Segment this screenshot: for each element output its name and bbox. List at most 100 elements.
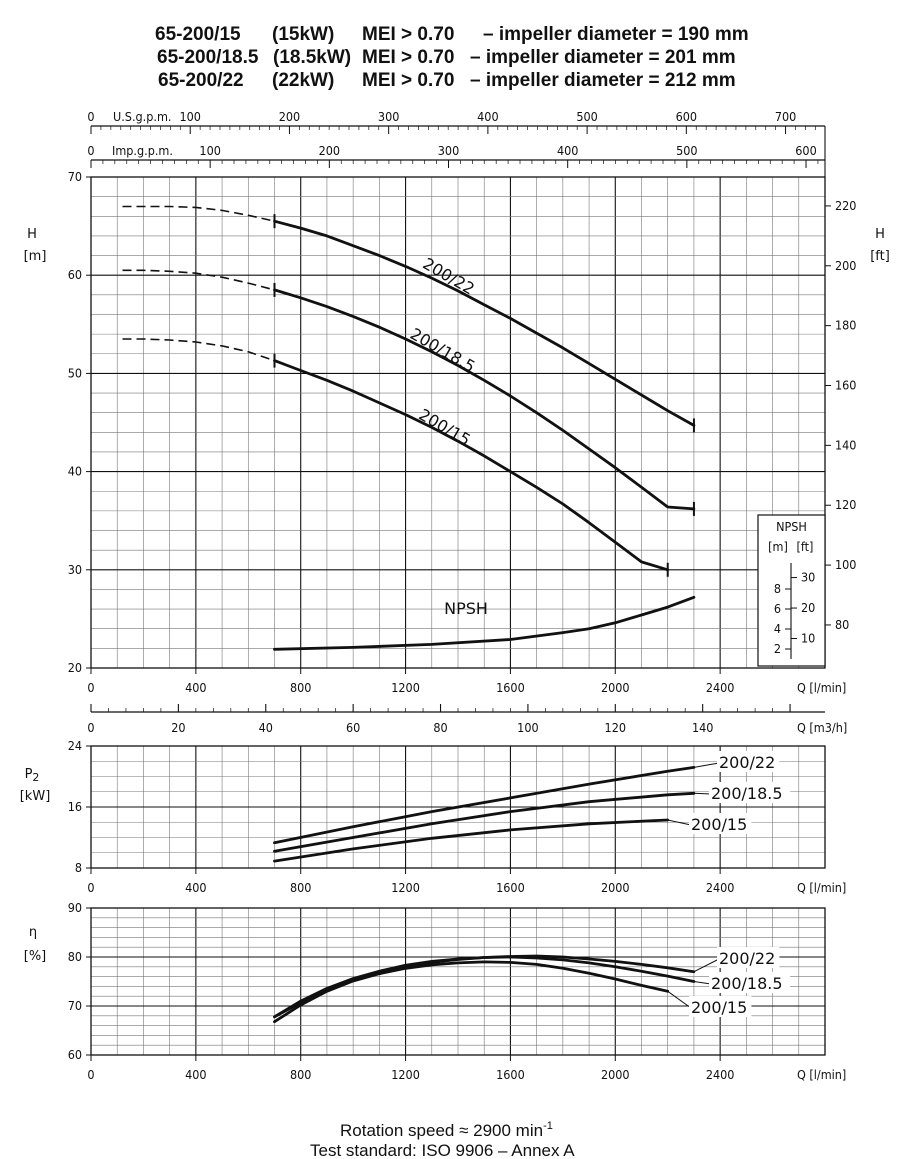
curve-label-leader bbox=[667, 819, 692, 826]
curve-label-200-22: 200/22 bbox=[719, 949, 775, 968]
top-axis-tick-label: 300 bbox=[438, 143, 459, 158]
head-curve-200-15 bbox=[273, 359, 670, 572]
header-model-2: 65-200/18.5 bbox=[157, 47, 259, 68]
rotation-speed-text: Rotation speed ≈ 2900 min-1 bbox=[340, 1120, 553, 1140]
header-power-1: (15kW) bbox=[272, 24, 334, 45]
y2-tick-label: 80 bbox=[835, 617, 849, 632]
head-curve-200-18.5 bbox=[273, 288, 696, 511]
x-tick-label: 800 bbox=[290, 880, 311, 895]
head-plot-frame bbox=[90, 176, 826, 669]
curve-label-200-15: 200/15 bbox=[691, 998, 747, 1017]
curve-label-leader bbox=[693, 958, 720, 973]
x-tick-label: 0 bbox=[87, 1067, 94, 1082]
y-tick-label: 60 bbox=[68, 1047, 82, 1062]
flow-m3h-tick-label: 120 bbox=[605, 720, 626, 735]
top-axis-tick-label: 600 bbox=[676, 109, 697, 124]
x-axis-label: Q [l/min] bbox=[797, 680, 846, 695]
y-axis-label-sub: 2 bbox=[32, 771, 39, 784]
top-axis-tick-label: 600 bbox=[795, 143, 816, 158]
x-tick-label: 1200 bbox=[391, 1067, 420, 1082]
power-chart: 8 16 24 0 400 800 1200 1600 2000 2400 Q [l/min] P2 [… bbox=[20, 738, 847, 895]
head-curve-200-22 bbox=[273, 219, 696, 427]
x-tick-label: 0 bbox=[87, 680, 94, 695]
head-curve-npsh bbox=[273, 595, 696, 651]
npsh-inset-unit-ft: [ft] bbox=[797, 539, 814, 554]
y2-tick-label: 120 bbox=[835, 497, 856, 512]
top-axis-tick-label: 500 bbox=[576, 109, 597, 124]
y2-axis-unit: [ft] bbox=[870, 249, 890, 264]
head-chart: 203040506070H[m]80100120140160180200220H… bbox=[24, 109, 890, 735]
x-tick-label: 1600 bbox=[496, 1067, 525, 1082]
x-tick-label: 400 bbox=[185, 880, 206, 895]
top-axis-tick-label: 400 bbox=[557, 143, 578, 158]
flow-m3h-tick-label: 0 bbox=[87, 720, 94, 735]
y-axis-unit: [%] bbox=[24, 949, 47, 964]
flow-m3h-tick-label: 80 bbox=[433, 720, 447, 735]
y-tick-label: 60 bbox=[68, 267, 82, 282]
efficiency-curve-200-15 bbox=[273, 960, 670, 1024]
y-tick-label: 20 bbox=[68, 660, 82, 675]
x-tick-label: 800 bbox=[290, 680, 311, 695]
y2-tick-label: 220 bbox=[835, 198, 856, 213]
npsh-inset-unit-m: [m] bbox=[768, 539, 788, 554]
x-tick-label: 1200 bbox=[391, 680, 420, 695]
header-impeller-3: – impeller diameter = 212 mm bbox=[470, 70, 736, 91]
y-tick-label: 8 bbox=[75, 860, 82, 875]
efficiency-plot-frame bbox=[90, 907, 826, 1056]
x-tick-label: 2400 bbox=[706, 880, 735, 895]
flow-m3h-tick-label: 140 bbox=[692, 720, 713, 735]
y-tick-label: 40 bbox=[68, 464, 82, 479]
head-curve-200-15-dashed bbox=[122, 338, 275, 362]
chart-header: 65-200/15 (15kW) MEI > 0.70 – impeller d… bbox=[155, 24, 749, 91]
top-axis-tick-label: 0 bbox=[87, 143, 94, 158]
y-tick-label: 30 bbox=[68, 562, 82, 577]
y-axis-unit: [kW] bbox=[20, 789, 51, 804]
y-tick-label: 80 bbox=[68, 949, 82, 964]
curve-label-bg bbox=[709, 972, 791, 993]
top-axis-tick-label: 100 bbox=[199, 143, 220, 158]
y2-tick-label: 140 bbox=[835, 437, 856, 452]
power-curve-200-18.5 bbox=[273, 791, 696, 853]
x-tick-label: 2400 bbox=[706, 1067, 735, 1082]
y2-axis-label: H bbox=[875, 227, 885, 242]
header-mei-1: MEI > 0.70 bbox=[362, 24, 454, 45]
y-axis-label-base: P bbox=[25, 767, 33, 782]
y2-tick-label: 200 bbox=[835, 258, 856, 273]
curve-label-leader bbox=[693, 792, 712, 795]
curve-label-200-22: 200/22 bbox=[719, 753, 775, 772]
top-axis-tick-label: 200 bbox=[319, 143, 340, 158]
flow-m3h-tick-label: 20 bbox=[171, 720, 185, 735]
flow-m3h-tick-label: 60 bbox=[346, 720, 360, 735]
power-curve-200-22 bbox=[273, 766, 696, 845]
header-model-1: 65-200/15 bbox=[155, 24, 241, 45]
header-impeller-1: – impeller diameter = 190 mm bbox=[483, 24, 749, 45]
x-tick-label: 2000 bbox=[601, 1067, 630, 1082]
rotation-speed-label: Rotation speed ≈ 2900 min bbox=[340, 1121, 543, 1140]
header-power-3: (22kW) bbox=[272, 70, 334, 91]
curve-label-200-18.5: 200/18.5 bbox=[711, 784, 783, 803]
x-tick-label: 2400 bbox=[706, 680, 735, 695]
x-tick-label: 0 bbox=[87, 880, 94, 895]
top-axis-tick-label: 700 bbox=[775, 109, 796, 124]
npsh-inset-ft-label: 10 bbox=[801, 631, 815, 646]
npsh-inset-title: NPSH bbox=[776, 519, 807, 534]
curve-label-bg bbox=[689, 996, 752, 1017]
y2-tick-label: 160 bbox=[835, 377, 856, 392]
curve-label-npsh: NPSH bbox=[444, 599, 488, 618]
efficiency-curve-200-18.5 bbox=[273, 955, 696, 1019]
y-tick-label: 24 bbox=[68, 738, 82, 753]
x-tick-label: 400 bbox=[185, 1067, 206, 1082]
npsh-inset-m-label: 2 bbox=[774, 641, 781, 656]
npsh-inset-ft-label: 20 bbox=[801, 600, 815, 615]
flow-m3h-axis-label: Q [m3/h] bbox=[797, 720, 847, 735]
curve-label-200-18.5: 200/18.5 bbox=[711, 974, 783, 993]
y-tick-label: 70 bbox=[68, 169, 82, 184]
head-curve-200-18.5-dashed bbox=[122, 269, 275, 291]
npsh-inset-ft-label: 30 bbox=[801, 570, 815, 585]
y2-tick-label: 100 bbox=[835, 557, 856, 572]
top-axis-tick-label: 200 bbox=[279, 109, 300, 124]
x-tick-label: 2000 bbox=[601, 680, 630, 695]
top-axis-tick-label: 0 bbox=[87, 109, 94, 124]
y-axis-unit: [m] bbox=[24, 249, 47, 264]
